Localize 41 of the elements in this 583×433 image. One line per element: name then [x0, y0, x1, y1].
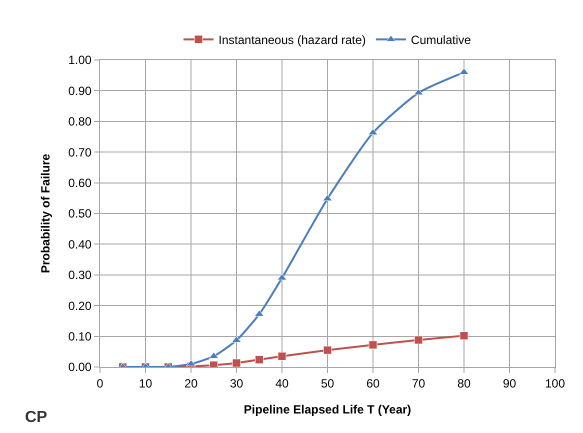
y-tick-label: 0.60 [68, 176, 92, 190]
y-tick-label: 0.90 [68, 84, 92, 98]
y-tick-label: 0.30 [68, 268, 92, 282]
point [323, 346, 332, 354]
point [322, 194, 332, 202]
x-axis-title: Pipeline Elapsed Life T (Year) [244, 402, 412, 416]
x-tick-label: 70 [412, 376, 426, 390]
y-tick-label: 0.80 [68, 114, 92, 129]
legend-label: Cumulative [410, 33, 472, 48]
point [414, 88, 424, 96]
y-tick-label: 1.00 [68, 53, 92, 68]
point [278, 352, 286, 361]
legend-label: Instantaneous (hazard rate) [218, 33, 366, 48]
x-tick-label: 90 [502, 376, 516, 390]
point [255, 355, 264, 364]
point [232, 358, 241, 367]
point [232, 336, 242, 343]
x-tick-label: 50 [320, 376, 334, 390]
y-tick-label: 0.40 [68, 237, 92, 252]
point [459, 68, 469, 75]
x-tick-label: 60 [366, 376, 380, 390]
point [460, 331, 468, 340]
x-tick-label: 30 [230, 376, 244, 390]
x-tick-label: 20 [184, 376, 198, 390]
y-tick-label: 0.50 [68, 206, 92, 221]
text: CP [25, 409, 48, 426]
x-tick-label: 80 [457, 376, 471, 390]
y-axis-title: Probability of Failure [38, 154, 53, 274]
point [186, 360, 196, 366]
x-tick-label: 40 [275, 376, 289, 390]
y-tick-label: 0.70 [68, 145, 92, 160]
x-tick-label: 0 [96, 376, 104, 390]
point [368, 128, 378, 136]
y-tick-label: 0.00 [68, 360, 92, 374]
x-tick-label: 10 [138, 376, 152, 390]
point [277, 274, 287, 280]
y-tick-label: 0.10 [68, 330, 92, 344]
x-tick-label: 100 [544, 376, 566, 390]
point [368, 340, 378, 350]
y-tick-label: 0.20 [68, 298, 92, 313]
point [414, 336, 423, 344]
